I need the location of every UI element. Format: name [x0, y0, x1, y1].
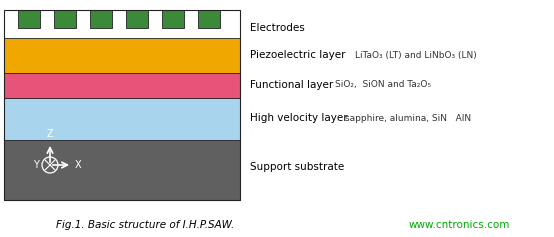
Text: sapphire, alumina, SiN   AlN: sapphire, alumina, SiN AlN [345, 114, 471, 123]
Text: Functional layer: Functional layer [250, 80, 334, 90]
Text: LiTaO₃ (LT) and LiNbO₃ (LN): LiTaO₃ (LT) and LiNbO₃ (LN) [355, 50, 477, 59]
Text: Piezoelectric layer: Piezoelectric layer [250, 50, 346, 60]
Bar [4, 140, 240, 200]
Bar [4, 38, 240, 73]
Bar [4, 73, 240, 98]
Text: Support substrate: Support substrate [250, 162, 344, 172]
Bar [4, 10, 240, 200]
Bar [198, 10, 220, 28]
Bar [54, 10, 76, 28]
Text: SiO₂,  SiON and Ta₂O₅: SiO₂, SiON and Ta₂O₅ [335, 81, 431, 90]
Text: Electrodes: Electrodes [250, 23, 305, 33]
Bar [126, 10, 148, 28]
Bar [18, 10, 40, 28]
Bar [90, 10, 112, 28]
Bar [4, 98, 240, 140]
Text: X: X [75, 160, 81, 170]
Text: Y: Y [33, 160, 39, 170]
Text: High velocity layer: High velocity layer [250, 113, 347, 123]
Text: Z: Z [47, 129, 53, 139]
Text: Fig.1. Basic structure of I.H.P.SAW.: Fig.1. Basic structure of I.H.P.SAW. [56, 220, 234, 230]
Bar [162, 10, 184, 28]
Text: www.cntronics.com: www.cntronics.com [409, 220, 510, 230]
